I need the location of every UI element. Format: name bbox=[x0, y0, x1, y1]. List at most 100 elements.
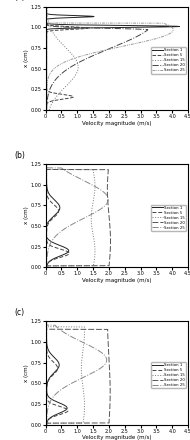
Section 1 bbox=[45, 180, 48, 185]
Line: Section 20: Section 20 bbox=[47, 164, 111, 268]
Section 20 bbox=[45, 319, 48, 324]
Section 15 bbox=[71, 51, 73, 57]
Section 25 bbox=[86, 180, 89, 185]
Section 5 bbox=[54, 203, 56, 209]
Section 5 bbox=[53, 215, 55, 220]
Section 5 bbox=[45, 7, 48, 12]
Section 1 bbox=[45, 337, 48, 342]
Section 25 bbox=[45, 107, 48, 113]
Section 15 bbox=[91, 203, 94, 209]
Section 1 bbox=[45, 7, 48, 12]
Section 20 bbox=[107, 337, 109, 342]
Section 5 bbox=[45, 46, 48, 51]
Section 1 bbox=[45, 46, 48, 51]
Section 15 bbox=[48, 22, 51, 28]
Section 5 bbox=[45, 180, 48, 185]
Section 25 bbox=[104, 203, 106, 209]
Section 20 bbox=[107, 209, 110, 214]
Section 20 bbox=[45, 164, 48, 169]
Section 25 bbox=[76, 337, 79, 342]
Section 5 bbox=[45, 4, 48, 9]
Section 25 bbox=[68, 58, 70, 63]
Section 25 bbox=[86, 373, 89, 378]
Line: Section 15: Section 15 bbox=[47, 7, 78, 110]
Section 5 bbox=[53, 360, 56, 366]
Line: Section 5: Section 5 bbox=[47, 164, 69, 268]
Section 25 bbox=[45, 422, 48, 427]
Line: Section 20: Section 20 bbox=[47, 321, 110, 425]
Line: Section 25: Section 25 bbox=[47, 321, 107, 425]
Section 20 bbox=[109, 373, 111, 378]
Section 1 bbox=[51, 372, 53, 378]
Section 5 bbox=[45, 422, 48, 427]
Line: Section 5: Section 5 bbox=[47, 321, 68, 425]
Section 15 bbox=[81, 373, 83, 378]
Line: Section 20: Section 20 bbox=[47, 7, 148, 110]
Legend: Section 1, Section 5, Section 15, Section 20, Section 25: Section 1, Section 5, Section 15, Sectio… bbox=[151, 205, 186, 231]
Section 25 bbox=[45, 4, 48, 9]
Section 20 bbox=[45, 161, 48, 166]
Section 20 bbox=[106, 180, 109, 185]
Section 5 bbox=[45, 337, 48, 342]
Section 25 bbox=[45, 321, 48, 326]
Section 20 bbox=[45, 7, 48, 12]
Section 20 bbox=[108, 366, 111, 371]
Section 1 bbox=[57, 366, 59, 371]
Section 5 bbox=[49, 22, 51, 28]
Line: Section 15: Section 15 bbox=[47, 164, 95, 268]
Section 15 bbox=[83, 337, 85, 342]
Section 5 bbox=[45, 265, 48, 270]
Section 15 bbox=[80, 360, 83, 366]
Line: Section 15: Section 15 bbox=[47, 321, 85, 425]
Section 20 bbox=[45, 321, 48, 326]
Section 20 bbox=[46, 22, 49, 28]
Section 1 bbox=[45, 51, 48, 57]
Legend: Section 1, Section 5, Section 15, Section 20, Section 25: Section 1, Section 5, Section 15, Sectio… bbox=[151, 47, 186, 73]
Section 20 bbox=[107, 203, 109, 209]
Line: Section 1: Section 1 bbox=[47, 164, 69, 268]
Section 15 bbox=[94, 180, 96, 185]
Section 20 bbox=[109, 46, 111, 51]
Section 15 bbox=[75, 58, 78, 63]
Section 15 bbox=[48, 107, 50, 113]
Section 20 bbox=[45, 4, 48, 9]
Section 5 bbox=[45, 161, 48, 166]
Section 1 bbox=[51, 215, 53, 220]
Section 20 bbox=[82, 58, 84, 63]
Section 25 bbox=[111, 46, 114, 51]
Section 15 bbox=[65, 46, 68, 51]
Section 25 bbox=[96, 209, 98, 214]
Section 5 bbox=[56, 366, 59, 371]
Section 15 bbox=[45, 321, 48, 326]
Section 15 bbox=[76, 58, 78, 63]
X-axis label: Velocity magnitude (m/s): Velocity magnitude (m/s) bbox=[82, 278, 152, 283]
Section 1 bbox=[104, 22, 106, 28]
Section 25 bbox=[45, 265, 48, 270]
Section 15 bbox=[46, 7, 48, 12]
Section 1 bbox=[57, 209, 60, 214]
Section 25 bbox=[99, 366, 101, 371]
Line: Section 25: Section 25 bbox=[47, 164, 108, 268]
Section 15 bbox=[46, 4, 48, 9]
Section 25 bbox=[83, 216, 85, 221]
Section 1 bbox=[45, 321, 48, 326]
Section 25 bbox=[167, 22, 170, 28]
Section 5 bbox=[45, 164, 48, 169]
Line: Section 25: Section 25 bbox=[47, 7, 173, 110]
Text: (a): (a) bbox=[14, 0, 25, 3]
Section 15 bbox=[90, 216, 92, 221]
Section 25 bbox=[45, 161, 48, 166]
Section 20 bbox=[45, 265, 48, 270]
Section 15 bbox=[45, 319, 48, 324]
Section 1 bbox=[45, 107, 48, 113]
Section 15 bbox=[80, 366, 82, 371]
Section 25 bbox=[88, 51, 90, 57]
Section 1 bbox=[46, 265, 48, 270]
Section 1 bbox=[45, 164, 48, 169]
Section 1 bbox=[46, 422, 48, 427]
Section 25 bbox=[105, 360, 107, 366]
Section 15 bbox=[45, 422, 48, 427]
Y-axis label: x (cm): x (cm) bbox=[24, 207, 29, 224]
Section 15 bbox=[45, 164, 48, 169]
Section 25 bbox=[45, 164, 48, 169]
